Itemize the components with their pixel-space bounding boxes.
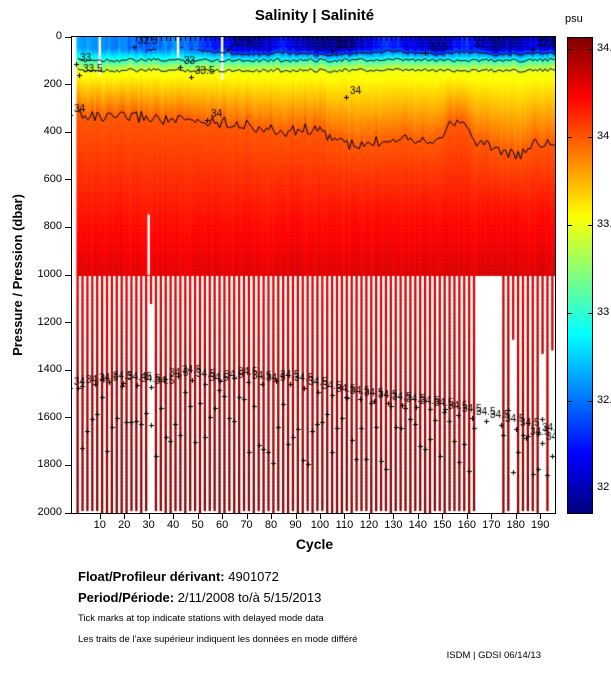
x-axis-tick [246,514,248,519]
colorbar [567,37,593,514]
y-axis-tick-label: 800 [43,220,62,233]
x-axis-tick-label: 80 [264,519,278,531]
colorbar-tick-label: 32.5 [597,393,611,406]
x-axis-tick-label: 70 [240,519,253,531]
y-axis-tick [65,179,72,181]
y-axis-tick-label: 1000 [37,268,62,280]
float-value: 4901072 [224,569,279,584]
colorbar-tick-label: 34 [597,130,610,143]
footer-note-fr: Les traits de l'axe supérieur indiquent … [78,634,358,645]
y-axis-tick [65,322,72,324]
y-axis-tick [65,464,72,466]
x-axis-tick-label: 120 [359,519,379,531]
footer-credit: ISDM | GDSI 06/14/13 [446,650,541,661]
x-axis-tick [368,514,370,519]
y-axis-tick [65,84,72,86]
period-label: Period/Période: [78,590,175,605]
x-axis-tick-label: 20 [118,519,131,531]
colorbar-tick [588,488,592,490]
x-axis-tick-label: 40 [167,519,180,531]
x-axis-tick [99,514,101,519]
plot-area [71,36,556,514]
x-axis-tick [393,514,395,519]
colorbar-tick [588,137,592,139]
x-axis-tick [540,514,542,519]
footer-float-line: Float/Profileur dérivant: 4901072 [78,569,279,584]
colorbar-tick-label: 34.5 [597,42,611,55]
y-axis-tick-label: 0 [55,30,62,42]
y-axis-tick [65,131,72,133]
footer-note-en: Tick marks at top indicate stations with… [78,613,324,624]
x-axis-tick-label: 150 [433,519,452,531]
y-axis-tick [65,36,72,38]
x-axis-tick-label: 100 [310,519,330,531]
colorbar-tick [568,488,572,490]
x-axis-tick [124,514,126,519]
colorbar-tick [568,312,572,314]
x-axis-tick-label: 140 [408,519,428,531]
x-axis-tick [173,514,175,519]
y-axis-tick-label: 1400 [37,363,62,376]
y-axis-tick-label: 400 [43,125,62,138]
x-axis-tick-label: 170 [482,519,501,531]
footer-period-line: Period/Période: 2/11/2008 to/à 5/15/2013 [78,590,321,605]
y-axis-tick-label: 1800 [37,458,62,471]
x-axis-tick [319,514,321,519]
x-axis-tick-label: 160 [457,519,476,531]
x-axis-tick [271,514,273,519]
chart-title: Salinity | Salinité [254,7,375,24]
colorbar-tick [588,400,592,402]
colorbar-tick [568,224,572,226]
x-axis-tick-label: 190 [531,519,550,531]
x-axis-tick [344,514,346,519]
colorbar-tick-label: 33 [597,305,610,318]
x-axis-tick-label: 10 [93,519,106,531]
y-axis-tick [65,274,72,276]
colorbar-tick [568,400,572,402]
y-axis-tick-label: 2000 [37,506,62,518]
salinity-heatmap [72,37,555,513]
x-axis-tick [417,514,419,519]
y-axis-tick [65,417,72,419]
x-axis-tick-label: 30 [142,519,155,531]
colorbar-tick [588,312,592,314]
x-axis-tick-label: 50 [191,519,204,531]
x-axis-tick [515,514,517,519]
x-axis-tick [442,514,444,519]
x-axis-tick [197,514,199,519]
x-axis-tick [295,514,297,519]
float-label: Float/Profileur dérivant: [78,569,225,584]
period-value: 2/11/2008 to/à 5/15/2013 [174,590,322,605]
x-axis-title: Cycle [295,536,334,552]
y-axis-tick-label: 1200 [37,315,62,328]
y-axis-tick [65,226,72,228]
x-axis-tick [466,514,468,519]
y-axis-tick-label: 1600 [37,410,62,423]
x-axis-tick [148,514,150,519]
x-axis-tick-label: 90 [289,519,302,531]
y-axis-tick [65,369,72,371]
x-axis-tick-label: 130 [384,519,403,531]
colorbar-unit-label: psu [565,13,583,25]
x-axis-tick [222,514,224,519]
colorbar-tick-label: 33.5 [597,217,611,230]
x-axis-tick [491,514,493,519]
x-axis-tick-label: 110 [335,519,354,531]
colorbar-tick [568,137,572,139]
x-axis-tick-label: 180 [506,519,525,531]
y-axis-tick [65,512,72,514]
colorbar-tick [588,49,592,51]
y-axis-tick-label: 200 [43,77,62,90]
colorbar-tick [568,49,572,51]
y-axis-tick-label: 600 [43,172,62,185]
colorbar-tick [588,224,592,226]
x-axis-tick-label: 60 [215,519,229,531]
colorbar-tick-label: 32 [597,481,610,494]
